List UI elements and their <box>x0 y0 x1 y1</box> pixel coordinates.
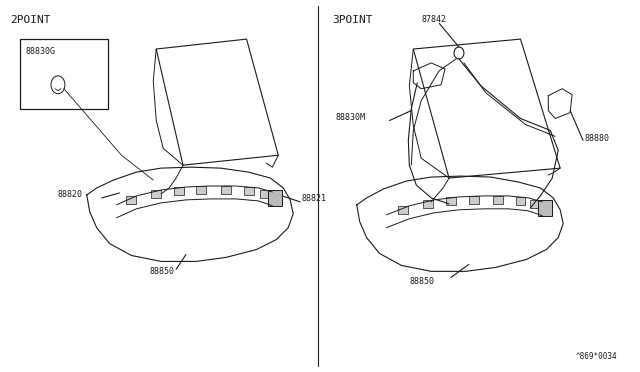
Bar <box>260 190 270 198</box>
Bar <box>446 197 456 205</box>
Bar <box>538 200 552 216</box>
Bar <box>20 39 108 109</box>
Bar <box>516 197 525 205</box>
Bar <box>268 190 282 206</box>
Bar <box>151 190 161 198</box>
Text: 88830G: 88830G <box>25 47 55 56</box>
Text: 88850: 88850 <box>149 267 174 276</box>
Bar <box>493 196 502 204</box>
Bar <box>174 187 184 195</box>
Text: 3POINT: 3POINT <box>332 15 372 25</box>
Text: 2POINT: 2POINT <box>10 15 51 25</box>
Text: 88821: 88821 <box>301 195 326 203</box>
Bar <box>196 186 206 194</box>
Text: ^869*0034: ^869*0034 <box>576 352 618 361</box>
Text: 88830M: 88830M <box>336 113 366 122</box>
Text: 88850: 88850 <box>410 277 435 286</box>
Bar <box>469 196 479 204</box>
Bar <box>531 200 540 208</box>
Bar <box>399 206 408 214</box>
Text: 88880: 88880 <box>584 134 609 143</box>
Text: 87842: 87842 <box>421 15 446 24</box>
Bar <box>221 186 230 194</box>
Bar <box>244 187 253 195</box>
Bar <box>423 200 433 208</box>
Text: 88820: 88820 <box>58 190 83 199</box>
Bar <box>127 196 136 204</box>
